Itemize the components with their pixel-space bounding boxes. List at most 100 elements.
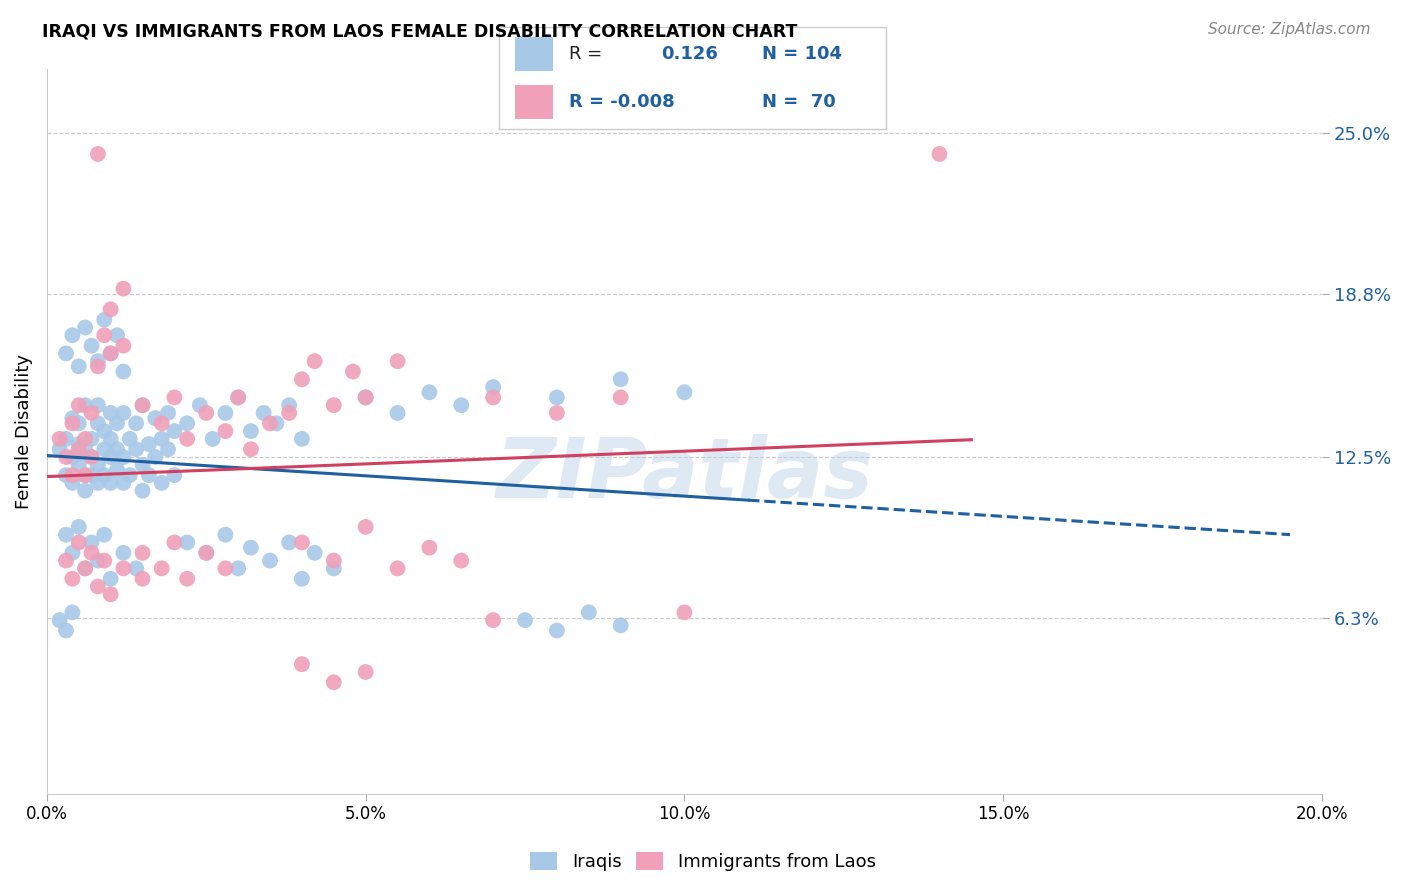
Point [342, 365, 364, 379]
Point [609, 618, 631, 632]
Point [150, 561, 173, 575]
Point [163, 424, 186, 438]
Point [60, 328, 83, 343]
Point [67, 417, 90, 431]
Point [60, 546, 83, 560]
Point [214, 406, 236, 420]
Point [176, 417, 198, 431]
Point [125, 561, 148, 575]
Point [48, 432, 70, 446]
Point [259, 553, 281, 567]
Point [87, 579, 110, 593]
Text: R = -0.008: R = -0.008 [568, 93, 675, 111]
Point [354, 520, 377, 534]
Point [55, 527, 77, 541]
Point [176, 432, 198, 446]
Point [176, 572, 198, 586]
Point [60, 468, 83, 483]
Point [55, 624, 77, 638]
Point [546, 624, 568, 638]
Point [100, 450, 122, 464]
Point [80, 450, 103, 464]
Point [55, 346, 77, 360]
FancyBboxPatch shape [515, 37, 554, 70]
Point [87, 359, 110, 374]
Point [195, 406, 218, 420]
Point [163, 535, 186, 549]
Point [195, 546, 218, 560]
Point [93, 553, 115, 567]
Point [105, 463, 128, 477]
Point [80, 406, 103, 420]
Point [67, 398, 90, 412]
Point [546, 406, 568, 420]
Point [291, 372, 314, 386]
Point [112, 561, 135, 575]
Point [118, 432, 141, 446]
Point [450, 398, 472, 412]
Point [93, 312, 115, 326]
Point [80, 432, 103, 446]
Point [609, 391, 631, 405]
Point [87, 417, 110, 431]
Point [291, 572, 314, 586]
Point [48, 613, 70, 627]
Point [482, 391, 505, 405]
Point [80, 535, 103, 549]
Point [387, 354, 409, 368]
Point [87, 458, 110, 472]
Text: 0.126: 0.126 [661, 45, 718, 63]
Point [112, 475, 135, 490]
Point [239, 424, 262, 438]
Point [322, 675, 344, 690]
Point [609, 372, 631, 386]
Point [112, 365, 135, 379]
Point [131, 572, 153, 586]
Point [304, 354, 326, 368]
FancyBboxPatch shape [515, 86, 554, 119]
Point [112, 282, 135, 296]
Point [450, 553, 472, 567]
Text: N =  70: N = 70 [762, 93, 835, 111]
Point [239, 541, 262, 555]
Point [513, 613, 536, 627]
Point [55, 468, 77, 483]
Point [291, 432, 314, 446]
Point [75, 432, 97, 446]
Point [60, 475, 83, 490]
Point [673, 385, 696, 400]
Point [75, 561, 97, 575]
Point [131, 483, 153, 498]
Point [80, 468, 103, 483]
Point [163, 468, 186, 483]
Point [75, 468, 97, 483]
Point [60, 411, 83, 425]
Point [93, 468, 115, 483]
Point [157, 406, 180, 420]
Point [226, 391, 249, 405]
Y-axis label: Female Disability: Female Disability [15, 353, 32, 508]
Point [125, 442, 148, 457]
Point [48, 442, 70, 457]
Point [546, 391, 568, 405]
Point [176, 535, 198, 549]
Point [291, 657, 314, 672]
Point [354, 391, 377, 405]
Point [55, 450, 77, 464]
Point [100, 346, 122, 360]
Point [188, 398, 211, 412]
Point [80, 546, 103, 560]
Point [253, 406, 276, 420]
Point [75, 320, 97, 334]
Text: ZIPatlas: ZIPatlas [495, 434, 873, 515]
Point [138, 468, 160, 483]
Point [67, 458, 90, 472]
Point [322, 553, 344, 567]
Point [322, 398, 344, 412]
Point [75, 468, 97, 483]
Point [75, 398, 97, 412]
Point [226, 561, 249, 575]
Point [157, 442, 180, 457]
Point [278, 398, 301, 412]
Point [100, 406, 122, 420]
